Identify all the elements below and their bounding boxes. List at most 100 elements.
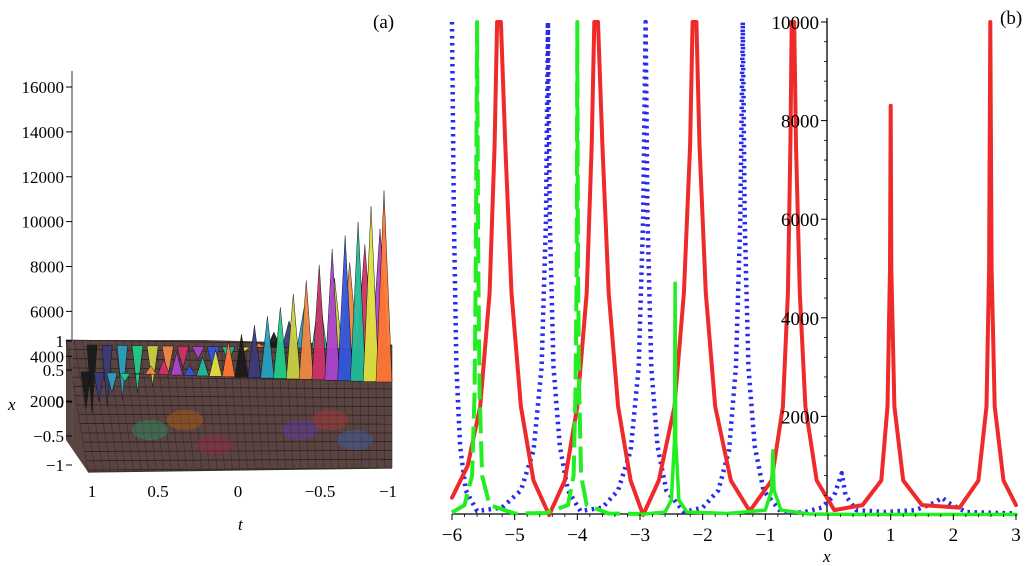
x-axis-tick-label: 0.5 [43,361,64,380]
y-tick-label: 10000 [772,13,820,34]
y-tick-label: 4000 [781,309,819,330]
t-axis-tick-label: 0 [234,482,243,501]
surface-color-patch [312,410,348,430]
mesh-line [98,340,119,472]
front-spike [157,358,170,375]
x-axis-tick-label: 1 [56,332,65,351]
panel-a-t-axis-label: t [238,515,244,534]
surface-color-patch [167,410,203,430]
x-tick-label: −1 [755,525,775,546]
front-spike [196,355,210,377]
front-spike [273,307,288,379]
panel-a-axes [71,71,393,473]
panel-b-x-ticks: −6 −5 −4 −3 −2 −1 0 1 2 3 [442,514,1021,546]
front-spike [93,372,105,402]
t-axis-tick-label: 0.5 [147,482,168,501]
series-line-solid-thin [638,281,1018,517]
front-spike [183,365,197,376]
x-tick-label: 0 [823,525,833,546]
surface-color-patch [337,430,373,450]
front-spike [247,325,262,378]
mesh-line [245,342,256,470]
back-spike [116,345,128,400]
x-tick-label: −4 [567,525,588,546]
z-tick-label: 8000 [30,258,64,277]
panel-b-y-ticks: 2000 4000 6000 8000 10000 [772,13,827,496]
mesh-line [187,341,203,471]
series-line-solid [450,20,1018,517]
front-spike [119,373,131,382]
series-line-dotted [449,19,1017,516]
front-spike [350,222,367,382]
x-tick-label: −3 [630,525,650,546]
panel-b-series-group [449,19,1018,517]
front-spike [132,373,144,375]
x-tick-label: 1 [886,525,896,546]
front-spike-group [80,190,393,409]
x-tick-label: −6 [442,525,462,546]
front-spike [311,264,327,381]
y-tick-label: 6000 [781,210,819,231]
x-axis-ticks: 1 0.5 0 −0.5 −1 [33,332,72,475]
panel-b-x-axis-label: x [822,547,831,566]
panel-b-line-plot: −6 −5 −4 −3 −2 −1 0 1 2 3 2000 4000 6000 8000 10000 x [442,13,1021,566]
front-spike [221,340,236,378]
t-axis-tick-label: −1 [379,482,397,501]
front-spike [106,372,118,394]
front-spike [298,280,314,380]
mesh-line [204,342,218,471]
back-spike [176,346,190,369]
z-tick-label: 16000 [22,78,65,97]
z-axis-ticks: 16000 14000 12000 10000 8000 6000 4000 2000 [22,78,72,411]
back-spike [191,346,205,360]
x-axis-tick-label: −1 [46,456,64,475]
x-tick-label: −5 [505,525,525,546]
front-spike [260,316,275,379]
front-spike [208,349,223,377]
front-spike [337,235,354,381]
front-spike [375,190,393,383]
x-axis-tick-label: 0 [56,393,65,412]
mesh-line [196,341,210,471]
x-tick-label: 2 [949,525,959,546]
front-spike [234,334,249,378]
front-spike [80,371,92,409]
z-tick-label: 2000 [30,392,64,411]
y-tick-label: 2000 [781,407,819,428]
y-tick-label: 8000 [781,112,819,133]
mesh-line [220,342,233,471]
z-tick-label: 10000 [22,213,65,232]
front-spike [324,249,340,381]
t-axis-tick-label: −0.5 [305,482,336,501]
panel-a-surface-plot: 16000 14000 12000 10000 8000 6000 4000 2000 1 0.… [7,71,397,534]
surface-color-patch [282,420,318,440]
t-axis-tick-label: 1 [88,482,97,501]
back-spike [131,345,144,393]
front-spike [170,351,183,376]
panel-a-x-axis-label: x [7,395,16,414]
surface-color-patch [197,435,233,455]
x-tick-label: 3 [1011,525,1021,546]
z-tick-label: 12000 [22,168,65,187]
surface-color-patch [132,420,168,440]
z-tick-label: 14000 [22,123,65,142]
panel-b-label: (b) [1000,8,1022,29]
mesh-line [139,341,157,472]
x-tick-label: −2 [693,525,713,546]
series-line-dashed [450,20,641,516]
back-spike [146,345,159,386]
z-tick-label: 4000 [30,347,64,366]
mesh-line [65,339,89,473]
x-axis-tick-label: −0.5 [33,427,64,446]
front-spike [362,206,380,382]
z-tick-label: 6000 [30,302,64,321]
mesh-line [155,341,172,471]
mesh-line [114,340,134,472]
mesh-line [73,340,96,472]
t-axis-line [87,467,393,473]
t-axis-ticks: 1 0.5 0 −0.5 −1 [88,482,397,501]
panel-a-label: (a) [373,12,394,33]
front-spike [285,293,301,380]
front-spike [144,365,157,375]
